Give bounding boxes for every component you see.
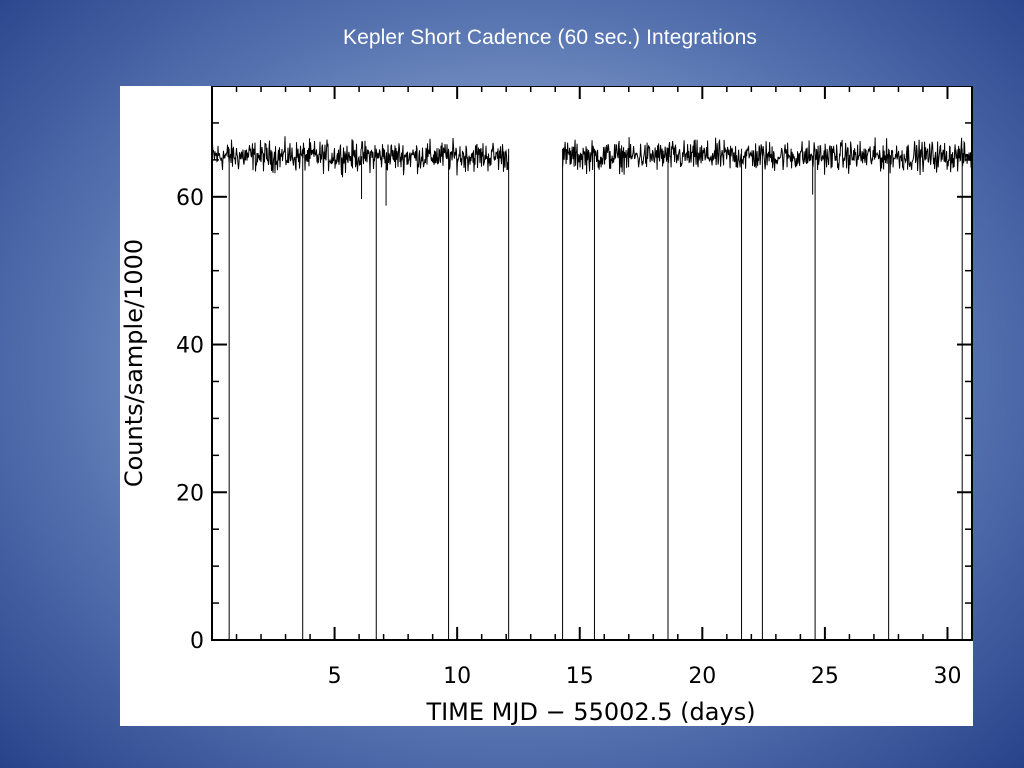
y-tick-label: 20 (176, 481, 204, 506)
data-layer (211, 136, 973, 640)
x-axis-label: TIME MJD − 55002.5 (days) (425, 698, 755, 726)
plot-panel: 5 10 15 20 25 30 0 20 40 60 TIME MJD − 55002.5 (d… (120, 86, 973, 726)
tick-layer: 5 10 15 20 25 30 0 20 40 60 (176, 86, 972, 689)
x-tick-label: 25 (811, 664, 839, 689)
light-curve-chart: 5 10 15 20 25 30 0 20 40 60 TIME MJD − 55002.5 (d… (120, 86, 973, 726)
light-curve-segment (562, 137, 973, 176)
x-tick-label: 30 (933, 664, 961, 689)
y-tick-label: 0 (190, 629, 204, 654)
y-tick-label: 60 (176, 186, 204, 211)
x-tick-label: 10 (443, 664, 471, 689)
light-curve-segment (211, 136, 509, 178)
y-axis-label: Counts/sample/1000 (120, 239, 148, 487)
x-tick-label: 5 (328, 664, 342, 689)
x-tick-label: 20 (688, 664, 716, 689)
plot-frame (211, 86, 973, 641)
y-tick-label: 40 (176, 334, 204, 359)
slide-title: Kepler Short Cadence (60 sec.) Integrati… (342, 26, 758, 49)
x-tick-label: 15 (566, 664, 594, 689)
